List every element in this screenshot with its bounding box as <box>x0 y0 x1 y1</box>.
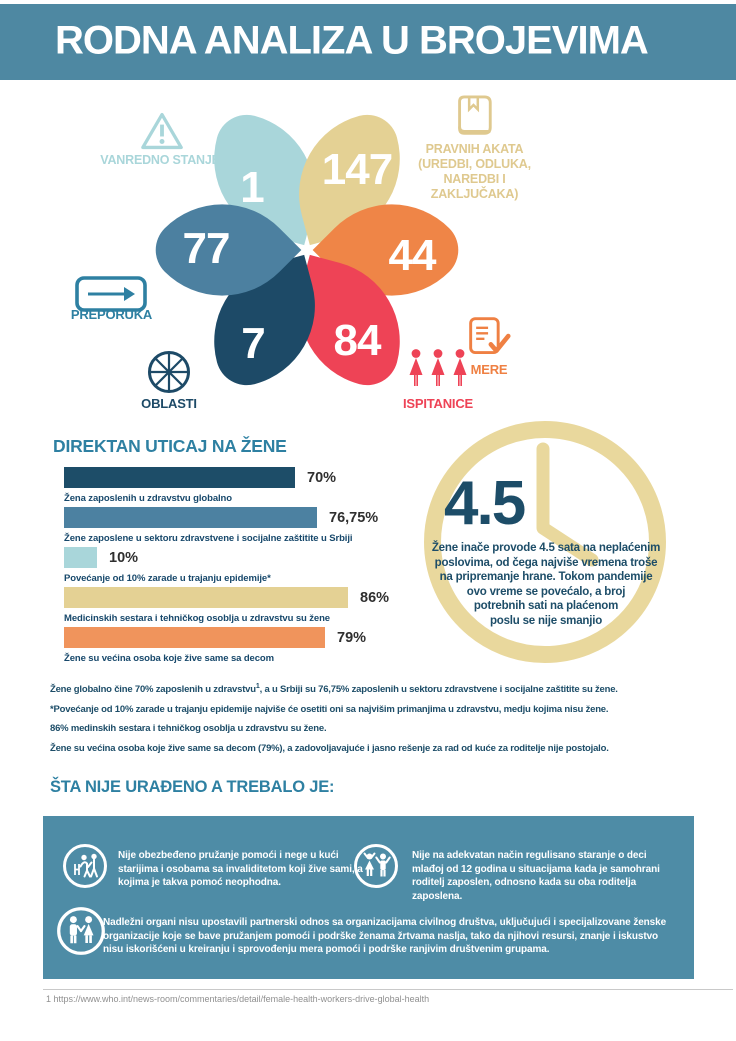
label-mere: MERE <box>470 362 508 377</box>
bar-category-label: Povećanje od 10% zarade u trajanju epide… <box>64 573 271 584</box>
label-oblasti: OBLASTI <box>141 396 197 411</box>
checklist-icon <box>466 315 512 359</box>
bar <box>64 547 97 568</box>
bar-group: 86% Medicinskih sestara i tehničkog osob… <box>64 587 389 624</box>
note-line-3: 86% medinskih sestara i tehničkog osoblj… <box>50 723 327 735</box>
bar <box>64 507 317 528</box>
bar-category-label: Žene su većina osoba koje žive same sa d… <box>64 653 274 664</box>
note-line-2: *Povećanje od 10% zarade u trajanju epid… <box>50 703 609 715</box>
page-title: RODNA ANALIZA U BROJEVIMA <box>55 18 649 63</box>
bar <box>64 467 295 488</box>
bar-category-label: Medicinskih sestara i tehničkog osoblja … <box>64 613 330 624</box>
petal-value-pravni-akti: 147 <box>321 145 393 194</box>
petal-value-ispitanice: 84 <box>333 316 382 365</box>
bar-value-label: 86% <box>360 589 390 606</box>
label-pravnih-akata: PRAVNIH AKATA (UREDBI, ODLUKA, NAREDBI I… <box>418 142 531 201</box>
note-line-1: Žene globalno čine 70% zaposlenih u zdra… <box>50 683 618 696</box>
todo-box: Nije obezbeđeno pružanje pomoći i nege u… <box>43 816 694 979</box>
elderly-care-icon <box>62 843 108 889</box>
bar-category-label: Žena zaposlenih u zdravstvu globalno <box>64 493 232 504</box>
bar-group: 70% Žena zaposlenih u zdravstvu globalno <box>64 467 336 504</box>
todo-item-3-text: Nadležni organi nisu upostavili partners… <box>103 917 667 955</box>
children-icon <box>353 843 399 889</box>
footer-divider <box>43 989 733 990</box>
petal-value-preporuka: 77 <box>182 224 231 273</box>
bar-value-label: 10% <box>109 549 139 566</box>
bar <box>64 587 348 608</box>
arrow-right-box-icon <box>75 276 147 312</box>
wheel-icon <box>146 349 192 395</box>
petal-value-vanredno: 1 <box>240 163 265 212</box>
partnership-icon <box>56 906 106 956</box>
clock-big-number: 4.5 <box>444 469 526 538</box>
bar-value-label: 70% <box>307 469 337 486</box>
header-banner: RODNA ANALIZA U BROJEVIMA <box>0 4 736 80</box>
chart-title: DIREKTAN UTICAJ NA ŽENE <box>53 436 287 456</box>
footnote-source-link[interactable]: 1 https://www.who.int/news-room/commenta… <box>46 994 430 1004</box>
bar <box>64 627 325 648</box>
petal-value-mere: 44 <box>388 231 437 280</box>
clock-hands-icon <box>530 440 610 570</box>
bar-group: 76,75% Žene zaposlene u sektoru zdravstv… <box>64 507 378 544</box>
note-line-4: Žene su većina osoba koje žive same sa d… <box>50 742 609 754</box>
three-women-icon <box>405 348 471 392</box>
bar-category-label: Žene zaposlene u sektoru zdravstvene i s… <box>64 533 353 544</box>
bar-group: 10% Povećanje od 10% zarade u trajanju e… <box>64 547 271 584</box>
book-icon <box>450 94 496 140</box>
todo-item-2-text: Nije na adekvatan način regulisano stara… <box>412 850 660 902</box>
warning-triangle-icon <box>139 110 185 152</box>
label-vanredno-stanje: VANREDNO STANJE <box>100 153 220 167</box>
label-ispitanice: ISPITANICE <box>403 396 473 411</box>
bar-value-label: 79% <box>337 629 367 646</box>
section-heading-todo: ŠTA NIJE URAĐENO A TREBALO JE: <box>50 778 335 796</box>
bar-value-label: 76,75% <box>329 509 379 526</box>
bar-group: 79% Žene su većina osoba koje žive same … <box>64 627 366 664</box>
footnote-paragraphs: Žene globalno čine 70% zaposlenih u zdra… <box>50 677 618 758</box>
petal-value-oblasti: 7 <box>241 319 266 368</box>
todo-item-1-text: Nije obezbeđeno pružanje pomoći i nege u… <box>118 850 363 888</box>
clock-caption: Žene inače provode 4.5 sata na neplaćeni… <box>431 542 661 627</box>
label-preporuka: PREPORUKA <box>70 307 153 322</box>
